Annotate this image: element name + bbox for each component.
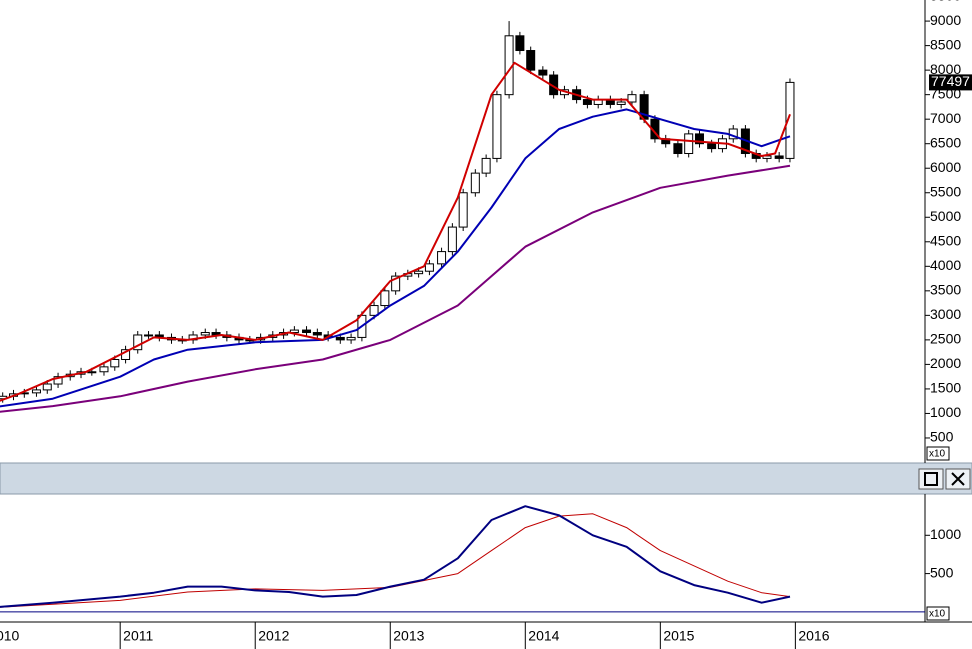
candle-body [582,99,592,105]
axis-multiplier: x10 [929,449,946,460]
candle-body [515,35,525,52]
candle-body [144,334,154,337]
candle-body [627,94,637,103]
y-tick-label: 1500 [930,380,961,396]
candle-body [369,305,379,316]
candle-body [42,383,52,391]
y-tick-label: 5000 [930,208,961,224]
y-tick-label: 2000 [930,355,961,371]
candle-body [133,334,143,351]
y-tick-label: 5500 [930,183,961,199]
candle-body [481,157,491,174]
line-series [0,513,791,608]
x-tick-label: 2013 [393,628,424,644]
line-series [0,164,791,413]
x-tick-label: 2014 [528,628,559,644]
y-tick-label: 2500 [930,331,961,347]
close-icon [951,472,965,486]
candle-body [470,172,480,194]
candle-body [785,81,795,159]
candle-body [424,263,434,272]
candle-body [774,155,784,159]
last-price-label: 77497 [931,73,970,89]
candle-body [391,275,401,292]
line-series [0,61,791,402]
panel-separator [0,462,972,495]
candle-body [335,336,345,341]
candle-body [492,94,502,159]
plot-area [0,21,795,413]
candle-body [447,226,457,253]
x-tick-label: 2012 [258,628,289,644]
candle-body [437,251,447,265]
y-tick-label: 4000 [930,257,961,273]
plot-area [0,505,925,613]
candle-body [616,101,626,105]
candle-body [302,329,312,334]
y-tick-label: 9000 [930,12,961,28]
line-series [0,108,791,408]
candle-body [31,389,41,394]
candle-body [380,290,390,307]
y-tick-label: 3500 [930,282,961,298]
y-tick-label: 1000 [930,526,961,542]
y-tick-label: 500 [930,564,954,580]
candle-body [346,336,356,341]
candle-body [53,376,63,385]
y-tick-label: 3000 [930,306,961,322]
x-tick-label: 2015 [663,628,694,644]
candle-body [312,332,322,336]
candle-body [87,371,97,374]
y-tick-label: 6000 [930,159,961,175]
multiplier-box [926,446,950,461]
candle-body [110,358,120,368]
y-tick-label: 7000 [930,110,961,126]
candle-body [684,133,694,155]
candle-body [673,143,683,155]
candle-body [99,366,109,373]
candle-body [707,143,717,150]
x-tick-label: 2016 [798,628,829,644]
x-tick-label: 2010 [0,628,20,644]
y-tick-label: 500 [930,429,954,445]
y-tick-label: 8000 [930,61,961,77]
candle-body [526,50,536,71]
multiplier-box [926,606,950,621]
candle-body [414,270,424,275]
candle-body [538,69,548,76]
maximize-icon [924,472,938,486]
last-price-box [929,74,972,91]
y-tick-label: 8500 [930,36,961,52]
y-tick-label: 6500 [930,134,961,150]
candle-body [289,329,299,334]
candle-body [200,332,210,336]
line-series [0,505,791,608]
y-tick-label: 1000 [930,404,961,420]
y-tick-label: 4500 [930,232,961,248]
candle-body [458,192,468,228]
x-tick-label: 2011 [123,628,153,644]
axis-multiplier: x10 [929,609,946,620]
candle-body [694,133,704,145]
y-tick-label: 9500 [930,0,961,3]
